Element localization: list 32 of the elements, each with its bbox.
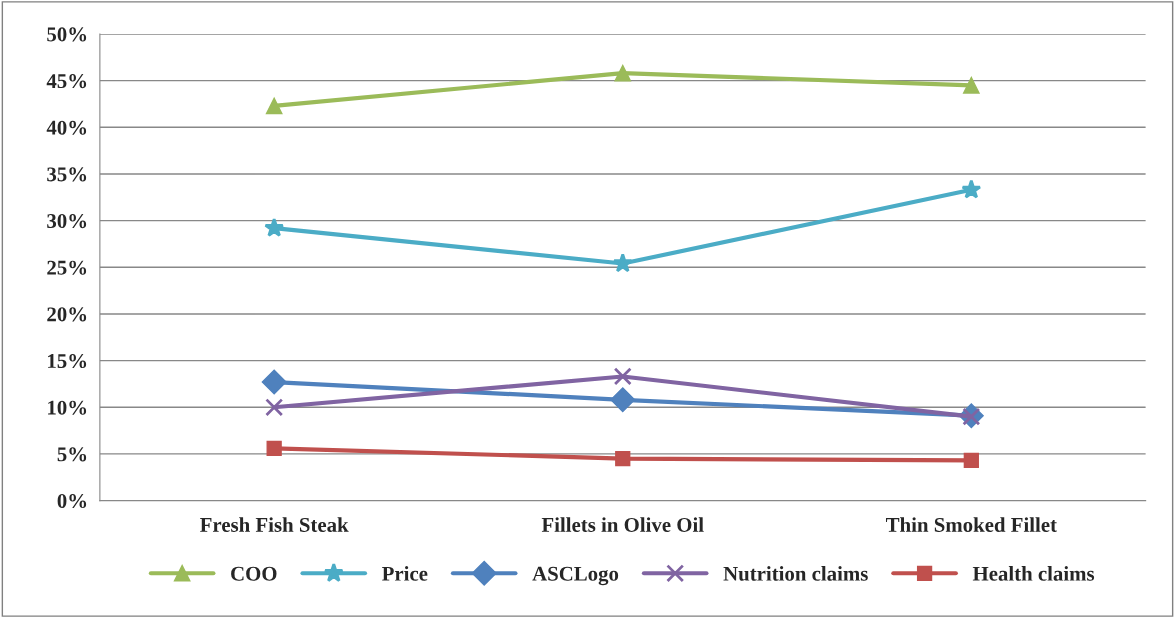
point: [261, 369, 287, 395]
y-tick-label: 15%: [48, 353, 87, 369]
y-tick-label: 40%: [46, 120, 87, 135]
y-tick-label: 10%: [48, 400, 87, 415]
point: [613, 367, 632, 386]
point: [615, 450, 631, 467]
x-tick-label: Thin Smoked Fillet: [886, 517, 1057, 532]
x-tick-label: Fresh Fish Steak: [200, 517, 349, 532]
y-tick-label: 20%: [47, 307, 87, 322]
point: [265, 398, 284, 417]
point: [614, 64, 632, 82]
y-tick-label: 25%: [47, 260, 87, 275]
point: [962, 76, 980, 94]
y-tick-label: 5%: [57, 447, 87, 462]
legend-label: Nutrition claims: [723, 566, 868, 581]
legend-label: Price: [382, 566, 428, 581]
point: [612, 253, 633, 273]
y-tick-label: 30%: [47, 214, 87, 229]
legend-label: ASCLogo: [532, 566, 619, 586]
y-tick-label: 45%: [46, 74, 87, 89]
y-tick-label: 0%: [57, 493, 87, 509]
point: [963, 452, 979, 469]
legend-label: Health claims: [972, 566, 1095, 581]
point: [264, 217, 285, 237]
y-tick-label: 50%: [47, 27, 87, 42]
point: [265, 97, 283, 115]
y-tick-label: 35%: [47, 167, 87, 182]
point: [961, 179, 982, 199]
point: [610, 387, 636, 413]
x-tick-label: Fillets in Olive Oil: [541, 517, 704, 532]
point: [266, 440, 282, 456]
legend-label: COO: [231, 566, 277, 581]
